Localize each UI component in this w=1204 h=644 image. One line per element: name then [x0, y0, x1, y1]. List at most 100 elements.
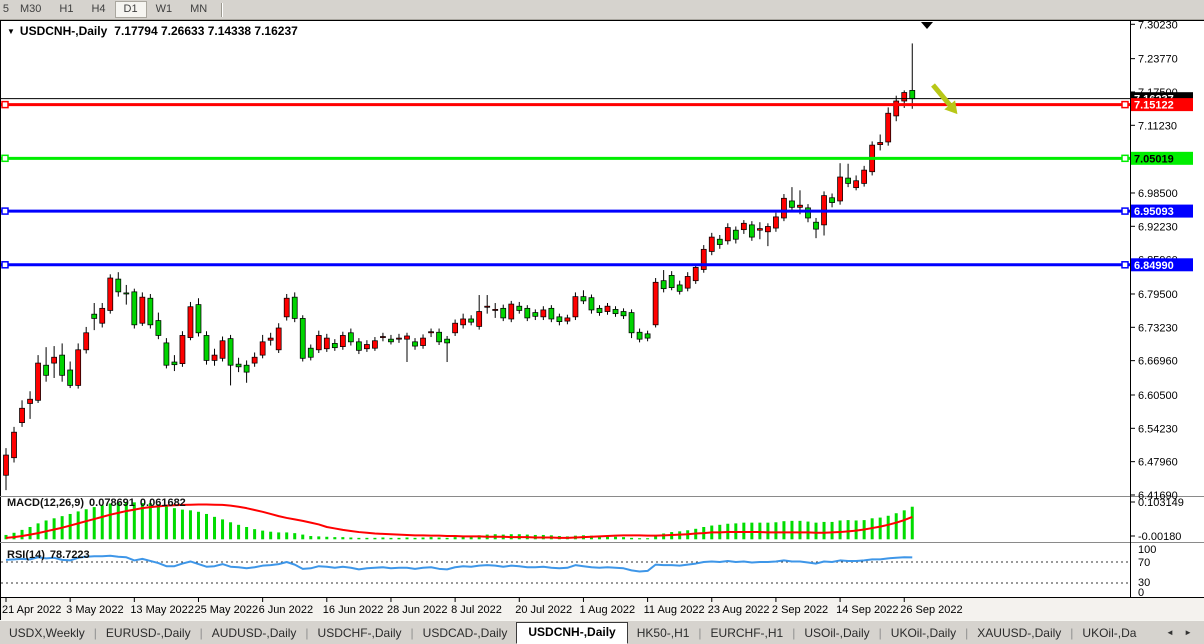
tab-separator: |	[199, 625, 203, 640]
tab-hk50-h1[interactable]: HK50-,H1	[636, 625, 690, 640]
tab-separator: |	[698, 625, 702, 640]
rsi-pane	[0, 543, 1204, 598]
line-handle	[1121, 207, 1129, 215]
svg-text:7.11230: 7.11230	[1138, 120, 1177, 132]
macd-label: MACD(12,26,9) 0.078691 0.061682	[7, 497, 191, 509]
macd-signal-value: 0.061682	[139, 497, 186, 509]
svg-text:6.84990: 6.84990	[1134, 260, 1174, 272]
svg-text:7.05019: 7.05019	[1134, 153, 1174, 165]
annotation-arrow-icon[interactable]	[928, 81, 963, 119]
tab-ukoil-da[interactable]: UKOil-,Da	[1082, 625, 1137, 640]
svg-text:6.54230: 6.54230	[1138, 423, 1178, 435]
svg-text:6.79500: 6.79500	[1138, 289, 1178, 301]
period-button-d1[interactable]: D1	[114, 1, 147, 18]
svg-text:11 Aug 2022: 11 Aug 2022	[644, 604, 705, 616]
tab-ukoil-daily[interactable]: UKOil-,Daily	[890, 625, 957, 640]
rsi-value: 78.7223	[49, 549, 90, 561]
tab-usdcad-daily[interactable]: USDCAD-,Daily	[422, 625, 508, 640]
macd-main-value: 0.078691	[89, 497, 135, 509]
ohlc-values: 7.17794 7.26633 7.14338 7.16237	[114, 24, 298, 38]
candlesticks	[3, 43, 916, 491]
period-button-h1[interactable]: H1	[59, 3, 74, 15]
rsi-label: RSI(14) 78.7223	[7, 549, 95, 561]
rsi-name: RSI(14)	[7, 549, 45, 561]
svg-text:6.73230: 6.73230	[1138, 322, 1178, 334]
svg-text:16 Jun 2022: 16 Jun 2022	[323, 604, 384, 616]
tab-xauusd-daily[interactable]: XAUUSD-,Daily	[977, 625, 1062, 640]
symbol-dropdown-icon[interactable]: ▼	[7, 27, 15, 36]
svg-text:7.30230: 7.30230	[1138, 19, 1178, 31]
tab-usoil-daily[interactable]: USOil-,Daily	[804, 625, 870, 640]
line-handle	[1, 100, 9, 109]
tab-usdchf-daily[interactable]: USDCHF-,Daily	[317, 625, 402, 640]
svg-text:25 May 2022: 25 May 2022	[194, 604, 258, 616]
period-button-mn[interactable]: MN	[190, 3, 208, 15]
svg-text:6.98500: 6.98500	[1138, 188, 1178, 200]
svg-text:7.23770: 7.23770	[1138, 54, 1178, 66]
period-button-h4[interactable]: H4	[91, 3, 106, 15]
tab-usdcnh-daily[interactable]: USDCNH-,Daily	[516, 621, 628, 644]
svg-text:70: 70	[1138, 557, 1150, 569]
line-handle	[1, 154, 9, 163]
toolbar-separator	[221, 2, 224, 17]
symbol-tabbar: USDX,Weekly | EURUSD-,Daily | AUDUSD-,Daily |…	[0, 620, 1204, 644]
svg-text:1 Aug 2022: 1 Aug 2022	[579, 604, 635, 616]
tab-scroll-arrows[interactable]: ◄ ►	[1165, 628, 1196, 637]
svg-text:0.103149: 0.103149	[1138, 497, 1184, 509]
svg-text:14 Sep 2022: 14 Sep 2022	[836, 604, 898, 616]
svg-text:23 Aug 2022: 23 Aug 2022	[708, 604, 770, 616]
svg-text:0: 0	[1138, 587, 1144, 599]
hline-6.84990[interactable]	[1, 261, 1130, 269]
svg-text:30: 30	[1138, 577, 1150, 589]
period-button-5[interactable]: 5	[2, 3, 9, 15]
line-handle	[1121, 154, 1129, 163]
hline-6.95093[interactable]	[1, 207, 1130, 215]
macd-name: MACD(12,26,9)	[7, 497, 85, 509]
svg-text:20 Jul 2022: 20 Jul 2022	[515, 604, 572, 616]
svg-text:6.41690: 6.41690	[1138, 490, 1178, 502]
tab-separator: |	[410, 625, 414, 640]
svg-text:13 May 2022: 13 May 2022	[130, 604, 194, 616]
svg-text:8 Jul 2022: 8 Jul 2022	[451, 604, 502, 616]
hline-7.05019[interactable]	[1, 154, 1130, 163]
svg-text:6.47960: 6.47960	[1138, 457, 1178, 469]
tab-separator: |	[305, 625, 309, 640]
tab-audusd-daily[interactable]: AUDUSD-,Daily	[211, 625, 297, 640]
time-axis-strip	[0, 598, 1204, 621]
period-button-m30[interactable]: M30	[20, 3, 42, 15]
price-badge-7.05019: 7.05019	[1131, 151, 1193, 165]
chart-shift-icon[interactable]	[921, 22, 933, 29]
tab-usdx-weekly[interactable]: USDX,Weekly	[9, 625, 85, 640]
tab-eurchf-h1[interactable]: EURCHF-,H1	[710, 625, 784, 640]
tab-separator: |	[965, 625, 969, 640]
tab-separator: |	[93, 625, 97, 640]
svg-text:7.15122: 7.15122	[1134, 100, 1174, 112]
line-handle	[1, 261, 9, 269]
svg-text:6.95093: 6.95093	[1134, 206, 1174, 218]
svg-text:6.66960: 6.66960	[1138, 356, 1178, 368]
chart-title: ▼ USDCNH-,Daily 7.17794 7.26633 7.14338 7.…	[7, 24, 298, 38]
period-button-w1[interactable]: W1	[155, 3, 173, 15]
svg-text:6.92230: 6.92230	[1138, 221, 1178, 233]
tab-separator: |	[792, 625, 796, 640]
tab-eurusd-daily[interactable]: EURUSD-,Daily	[105, 625, 191, 640]
timeframe-toolbar: 5 M30 H1 H4 D1 W1 MN	[0, 0, 1204, 20]
macd-axis: 0.103149 -0.00180	[1130, 497, 1184, 543]
svg-text:100: 100	[1138, 544, 1156, 556]
line-handle	[1, 207, 9, 215]
svg-text:6 Jun 2022: 6 Jun 2022	[259, 604, 313, 616]
svg-text:21 Apr 2022: 21 Apr 2022	[2, 604, 61, 616]
price-badge-6.95093: 6.95093	[1131, 204, 1193, 218]
symbol-name: USDCNH-,Daily	[19, 24, 108, 38]
tab-separator: |	[1070, 625, 1074, 640]
line-handle	[1121, 261, 1129, 269]
tab-separator: |	[878, 625, 882, 640]
svg-text:2 Sep 2022: 2 Sep 2022	[772, 604, 828, 616]
svg-text:6.60500: 6.60500	[1138, 390, 1178, 402]
svg-text:28 Jun 2022: 28 Jun 2022	[387, 604, 448, 616]
main-pane	[0, 20, 1204, 497]
hline-7.15122[interactable]	[1, 100, 1130, 109]
